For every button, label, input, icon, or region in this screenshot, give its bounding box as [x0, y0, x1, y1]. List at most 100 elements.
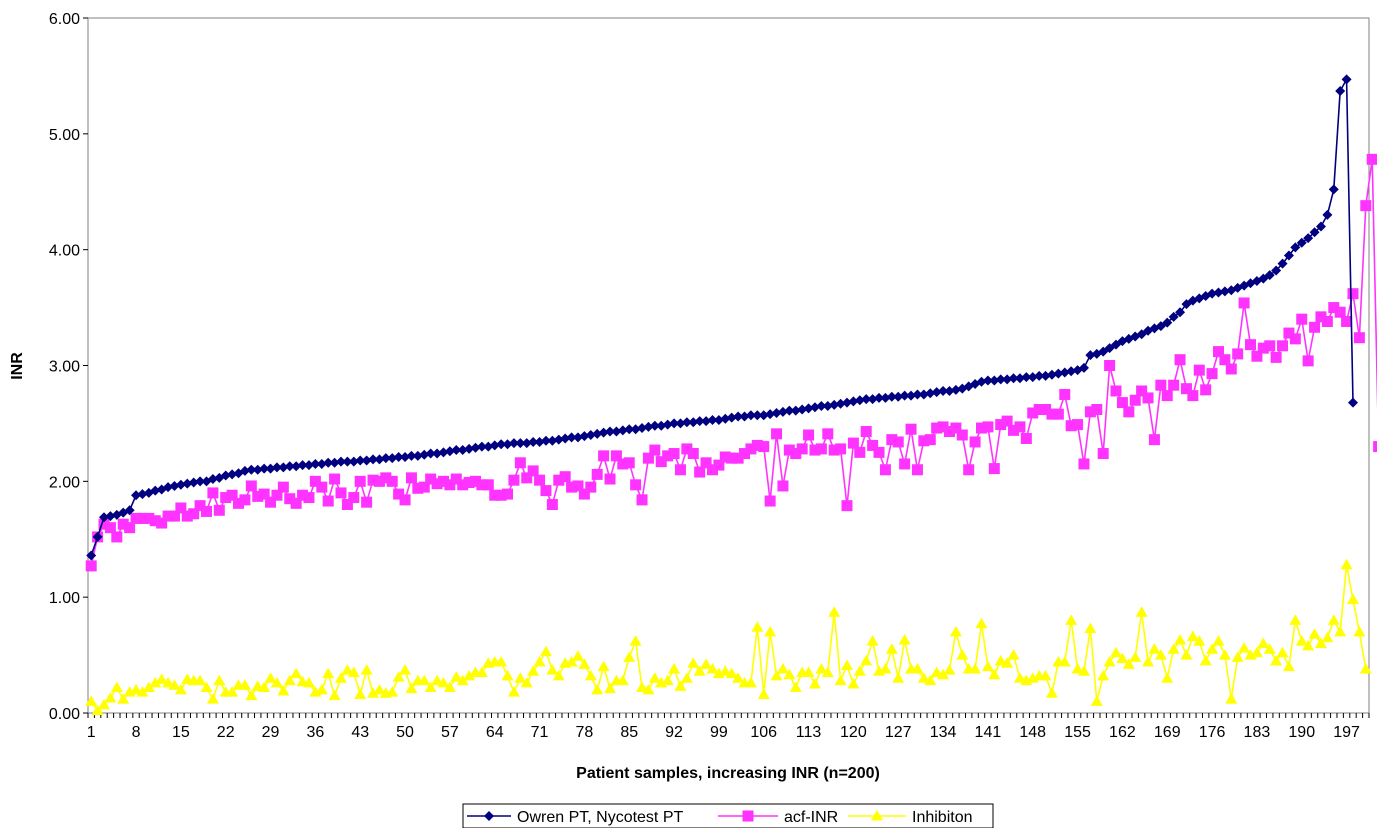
data-point [815, 662, 828, 674]
data-point [495, 489, 507, 501]
data-point [534, 436, 545, 447]
data-point [969, 436, 981, 448]
data-point [1175, 307, 1186, 318]
data-point [777, 480, 789, 492]
data-point [732, 452, 744, 464]
data-point [963, 464, 975, 476]
data-point [143, 512, 155, 524]
data-point [111, 531, 123, 543]
data-point [515, 438, 526, 449]
data-point [822, 428, 834, 440]
data-point [347, 666, 360, 677]
data-point [207, 474, 218, 485]
legend: Owren PT, Nycotest PT acf-INR Inhibiton [462, 803, 994, 828]
data-point [226, 489, 238, 501]
data-point [1110, 385, 1122, 397]
data-point [617, 425, 628, 436]
data-point [476, 479, 488, 491]
data-point [175, 502, 187, 514]
data-point [1040, 404, 1052, 416]
data-point [835, 443, 847, 455]
data-point [752, 410, 763, 421]
data-point [316, 481, 328, 493]
data-point [457, 445, 468, 456]
data-point [392, 671, 405, 682]
data-point [745, 410, 756, 421]
data-point [1303, 233, 1314, 244]
data-point [726, 412, 737, 423]
data-point [169, 480, 180, 491]
data-point [195, 476, 206, 487]
x-tick-label: 36 [306, 724, 324, 741]
data-point [156, 517, 168, 529]
data-point [630, 479, 642, 491]
data-point [1180, 383, 1192, 395]
data-point [552, 669, 565, 681]
data-point [675, 418, 686, 429]
data-point [1071, 662, 1084, 674]
data-point [484, 811, 494, 821]
x-tick-label: 162 [1109, 724, 1136, 741]
data-point [1321, 315, 1333, 327]
data-point [206, 693, 219, 704]
x-tick-label: 190 [1288, 724, 1315, 741]
x-tick-label: 85 [620, 724, 638, 741]
data-point [841, 500, 853, 512]
x-tick-label: 134 [930, 724, 957, 741]
data-point [1360, 200, 1372, 212]
x-tick-label: 113 [796, 724, 822, 741]
data-point [1264, 270, 1275, 281]
x-tick-label: 92 [665, 724, 683, 741]
data-point [328, 689, 341, 701]
y-tick-label: 0.00 [49, 706, 80, 723]
data-point [367, 687, 380, 698]
data-point [239, 465, 250, 476]
data-point [278, 462, 289, 473]
data-point [1232, 348, 1244, 360]
data-point [871, 810, 883, 821]
data-point [309, 475, 321, 487]
data-point [610, 450, 622, 462]
data-point [86, 550, 97, 561]
data-point [1257, 342, 1269, 354]
data-point [124, 522, 136, 534]
data-point [252, 464, 263, 475]
data-point [867, 394, 878, 405]
data-point [1135, 606, 1148, 617]
data-point [853, 665, 866, 676]
data-point [1148, 434, 1160, 446]
data-point [1161, 672, 1174, 683]
x-tick-label: 1 [87, 724, 96, 741]
data-point [918, 435, 930, 447]
data-point [342, 456, 353, 467]
data-point [1308, 628, 1321, 639]
data-point [841, 397, 852, 408]
data-point [1283, 250, 1294, 261]
data-point [1039, 669, 1052, 681]
data-point [911, 662, 924, 674]
x-tick-label: 127 [885, 724, 912, 741]
data-point [1263, 643, 1276, 654]
data-point [1034, 370, 1045, 381]
data-point [117, 693, 130, 704]
data-point [623, 651, 636, 662]
series-acf-inr [85, 153, 1377, 572]
data-point [527, 665, 540, 676]
x-tick-label: 176 [1199, 724, 1226, 741]
data-point [1091, 404, 1103, 416]
y-axis-title: INR [9, 352, 26, 380]
data-point [1155, 379, 1167, 391]
data-point [809, 444, 821, 456]
data-point [124, 505, 135, 516]
data-point [270, 676, 283, 688]
data-point [847, 437, 859, 449]
data-point [303, 460, 314, 471]
data-point [302, 676, 315, 688]
data-point [553, 434, 564, 445]
data-point [150, 485, 161, 496]
data-point [475, 666, 488, 677]
data-point [450, 473, 462, 485]
data-point [1084, 406, 1096, 418]
data-point [104, 522, 116, 534]
data-point [290, 497, 302, 509]
